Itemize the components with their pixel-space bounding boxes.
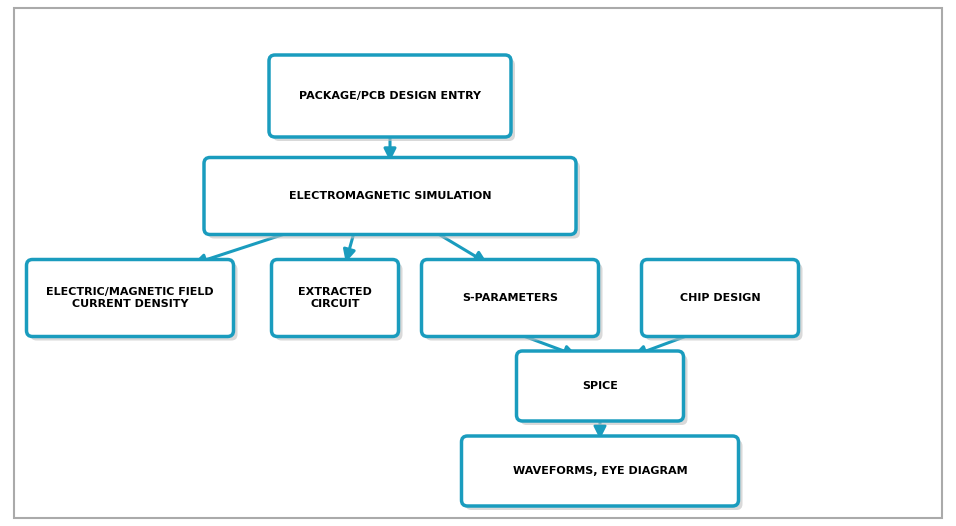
- FancyBboxPatch shape: [516, 351, 684, 421]
- FancyBboxPatch shape: [272, 259, 399, 337]
- FancyBboxPatch shape: [208, 161, 580, 238]
- Text: CHIP DESIGN: CHIP DESIGN: [680, 293, 760, 303]
- FancyBboxPatch shape: [204, 157, 576, 235]
- FancyBboxPatch shape: [273, 59, 515, 141]
- Text: ELECTRIC/MAGNETIC FIELD
CURRENT DENSITY: ELECTRIC/MAGNETIC FIELD CURRENT DENSITY: [46, 287, 214, 309]
- FancyBboxPatch shape: [27, 259, 233, 337]
- FancyBboxPatch shape: [31, 264, 237, 340]
- Text: PACKAGE/PCB DESIGN ENTRY: PACKAGE/PCB DESIGN ENTRY: [299, 91, 481, 101]
- Text: WAVEFORMS, EYE DIAGRAM: WAVEFORMS, EYE DIAGRAM: [512, 466, 687, 476]
- FancyBboxPatch shape: [275, 264, 402, 340]
- FancyBboxPatch shape: [269, 55, 511, 137]
- FancyBboxPatch shape: [520, 355, 687, 425]
- FancyBboxPatch shape: [422, 259, 598, 337]
- FancyBboxPatch shape: [425, 264, 602, 340]
- FancyBboxPatch shape: [641, 259, 798, 337]
- Text: ELECTROMAGNETIC SIMULATION: ELECTROMAGNETIC SIMULATION: [289, 191, 491, 201]
- Text: EXTRACTED
CIRCUIT: EXTRACTED CIRCUIT: [298, 287, 372, 309]
- FancyBboxPatch shape: [466, 440, 743, 510]
- FancyBboxPatch shape: [645, 264, 802, 340]
- Text: SPICE: SPICE: [582, 381, 618, 391]
- Text: S-PARAMETERS: S-PARAMETERS: [462, 293, 558, 303]
- FancyBboxPatch shape: [462, 436, 738, 506]
